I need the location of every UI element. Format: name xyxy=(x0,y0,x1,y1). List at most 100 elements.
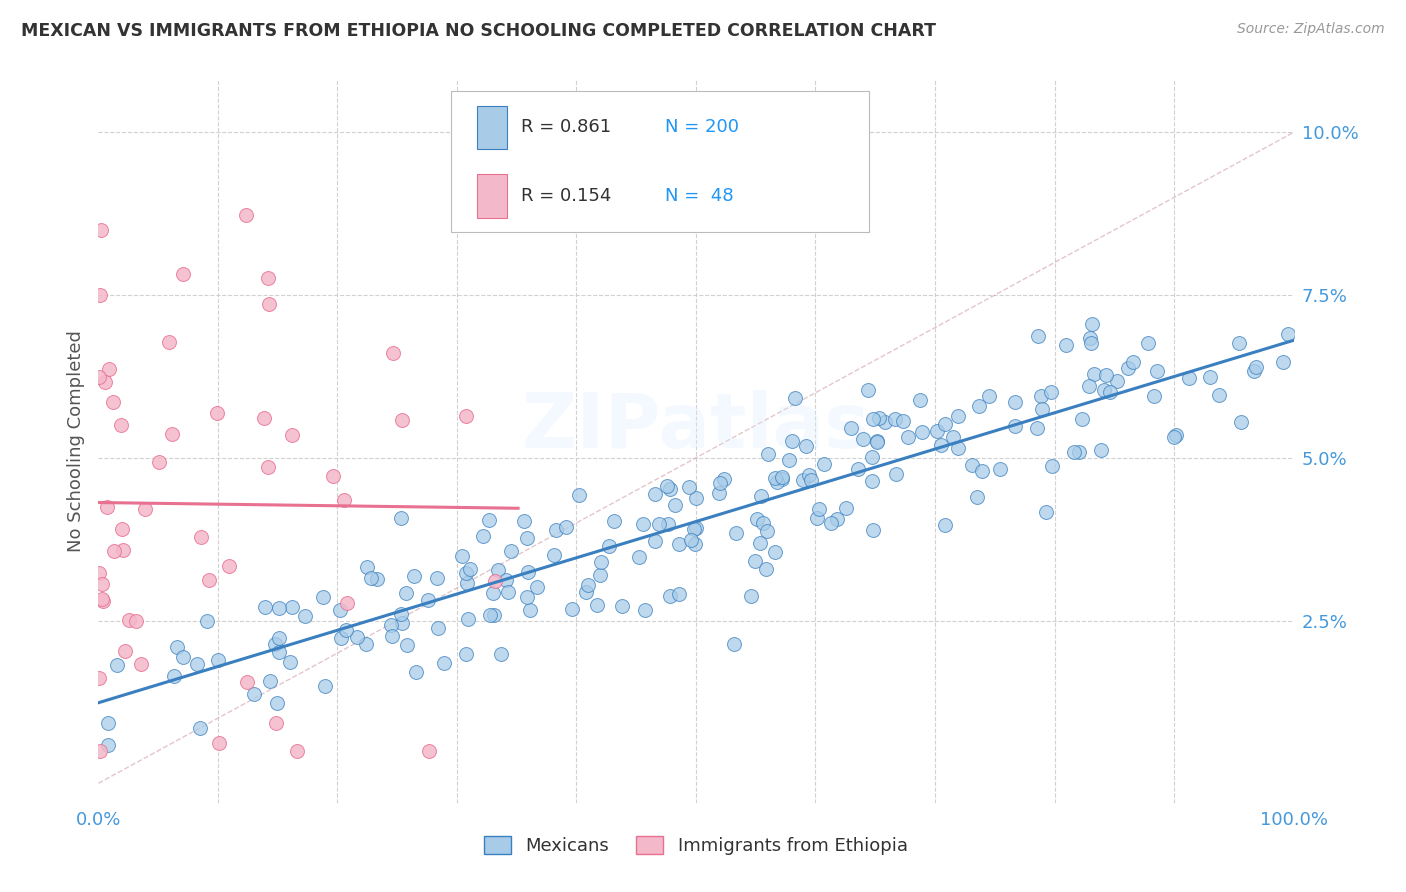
Point xyxy=(866,435,889,450)
Point xyxy=(744,554,766,568)
Point xyxy=(516,590,538,604)
Point xyxy=(1243,364,1265,378)
Text: MEXICAN VS IMMIGRANTS FROM ETHIOPIA NO SCHOOLING COMPLETED CORRELATION CHART: MEXICAN VS IMMIGRANTS FROM ETHIOPIA NO S… xyxy=(21,22,936,40)
Point xyxy=(91,594,114,608)
Point xyxy=(329,603,352,617)
Point xyxy=(988,462,1011,476)
Point xyxy=(1163,430,1185,444)
Point xyxy=(709,475,731,490)
Point xyxy=(897,429,920,443)
Point xyxy=(281,599,304,614)
Point xyxy=(1031,402,1053,417)
Point xyxy=(110,418,132,433)
Point xyxy=(657,516,679,531)
Point xyxy=(1090,442,1112,457)
Point xyxy=(780,434,803,448)
Point xyxy=(190,530,212,544)
Point xyxy=(860,474,883,488)
Point xyxy=(820,516,842,531)
Point xyxy=(546,523,568,537)
Point xyxy=(948,441,970,455)
Text: Source: ZipAtlas.com: Source: ZipAtlas.com xyxy=(1237,22,1385,37)
Point xyxy=(479,607,502,622)
Point xyxy=(612,599,634,613)
Point xyxy=(257,297,280,311)
Point xyxy=(862,523,884,537)
Point xyxy=(235,208,257,222)
Point xyxy=(242,687,264,701)
Point xyxy=(1080,335,1102,350)
Point xyxy=(543,549,565,563)
Point xyxy=(668,586,690,600)
Point xyxy=(752,516,775,530)
Point xyxy=(1069,445,1091,459)
Point xyxy=(866,434,889,449)
Text: N = 200: N = 200 xyxy=(665,119,740,136)
Point xyxy=(891,414,914,428)
Point xyxy=(756,447,779,461)
Point xyxy=(658,589,681,603)
Point xyxy=(266,697,288,711)
Point xyxy=(911,425,934,440)
Point xyxy=(90,591,112,606)
Point xyxy=(111,522,134,536)
FancyBboxPatch shape xyxy=(477,105,508,149)
Point xyxy=(389,510,412,524)
Point xyxy=(813,457,835,471)
Point xyxy=(256,271,278,285)
Point xyxy=(96,500,118,515)
Point xyxy=(236,675,259,690)
Point xyxy=(1164,428,1187,442)
Point xyxy=(426,621,449,635)
Point xyxy=(927,424,949,438)
Text: R = 0.861: R = 0.861 xyxy=(522,119,612,136)
Point xyxy=(979,388,1001,402)
Point xyxy=(457,612,479,626)
Point xyxy=(1077,379,1099,393)
Point xyxy=(825,512,848,526)
Point xyxy=(458,562,481,576)
Point xyxy=(856,383,879,397)
Point xyxy=(1105,374,1128,388)
Point xyxy=(335,623,357,637)
Point xyxy=(598,539,620,553)
Point xyxy=(1070,411,1092,425)
Point xyxy=(770,472,793,486)
Point xyxy=(794,439,817,453)
Point xyxy=(644,487,666,501)
Point xyxy=(1040,458,1063,473)
Point xyxy=(806,510,828,524)
Point xyxy=(1244,359,1267,374)
Point xyxy=(484,574,506,589)
Point xyxy=(576,577,599,591)
Point xyxy=(198,573,221,587)
Point xyxy=(561,602,583,616)
Point xyxy=(1054,338,1077,352)
Point xyxy=(91,576,114,591)
Point xyxy=(929,438,952,452)
Point xyxy=(1026,420,1049,434)
Point xyxy=(967,399,990,413)
Point xyxy=(380,629,402,643)
Point xyxy=(360,571,382,585)
Point xyxy=(755,562,778,576)
Point xyxy=(751,489,773,503)
Point xyxy=(1277,326,1299,341)
Point xyxy=(908,393,931,408)
Point xyxy=(391,413,413,427)
Point xyxy=(1122,354,1144,368)
Point xyxy=(846,462,869,476)
Point xyxy=(89,288,111,302)
Point xyxy=(405,665,427,680)
Point xyxy=(253,599,276,614)
Point xyxy=(129,657,152,671)
Point xyxy=(451,549,474,564)
Point xyxy=(1177,371,1199,385)
Point xyxy=(792,473,814,487)
Point xyxy=(186,657,208,671)
Y-axis label: No Schooling Completed: No Schooling Completed xyxy=(66,331,84,552)
Point xyxy=(426,571,449,585)
Point xyxy=(333,492,356,507)
Text: R = 0.154: R = 0.154 xyxy=(522,187,612,205)
Point xyxy=(346,630,368,644)
